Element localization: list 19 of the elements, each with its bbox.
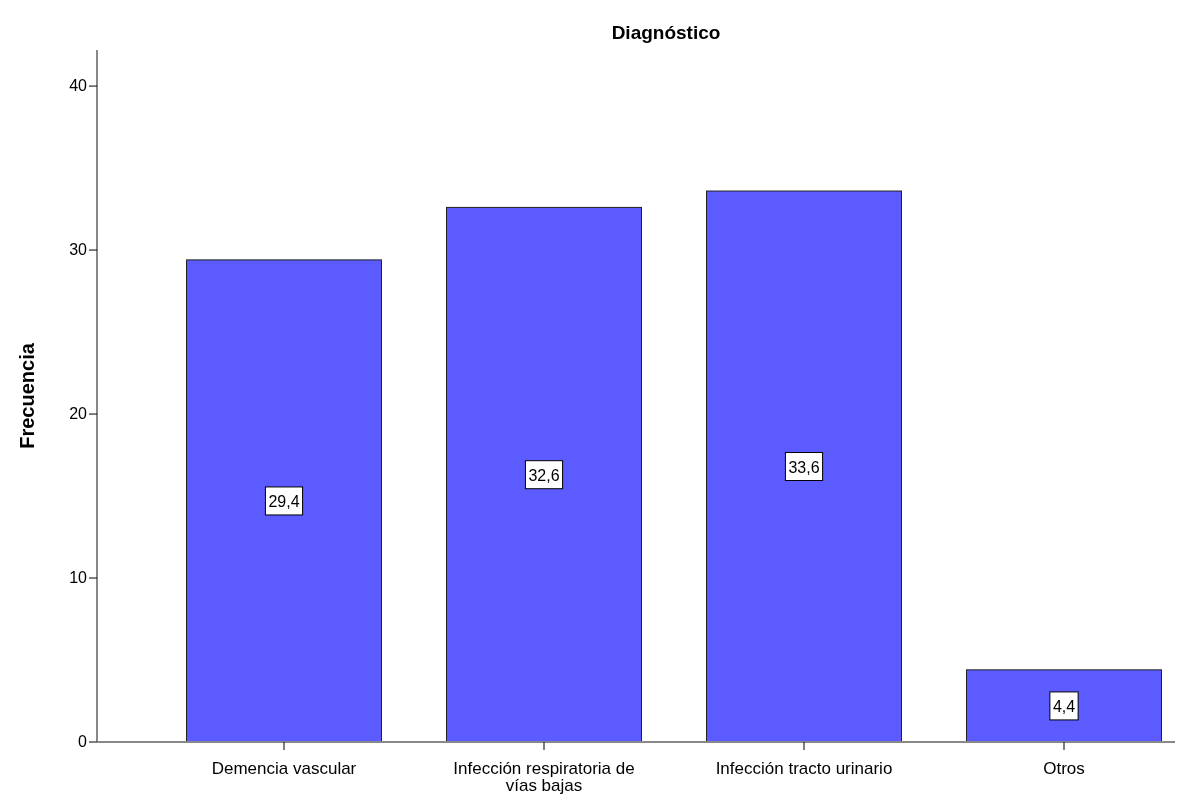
x-tick-label: Infección respiratoria de vías bajas xyxy=(453,759,635,795)
y-tick-label: 0 xyxy=(78,733,88,750)
bar xyxy=(186,259,382,743)
data-label: 29,4 xyxy=(268,492,300,510)
data-label: 32,6 xyxy=(528,466,560,484)
y-tick-label: 40 xyxy=(69,77,88,95)
bar xyxy=(706,190,902,743)
x-tick-label: Demencia vascular xyxy=(211,759,357,778)
y-tick-label: 20 xyxy=(69,405,88,423)
x-tick-label: Infección tracto urinario xyxy=(715,759,893,778)
data-label: 4,4 xyxy=(1052,697,1076,715)
y-tick-label: 30 xyxy=(69,241,88,259)
data-label: 33,6 xyxy=(788,458,820,476)
x-tick-label: Otros xyxy=(1043,759,1085,778)
bar xyxy=(966,669,1162,743)
y-axis-title: Frecuencia xyxy=(16,342,38,449)
chart-title: Diagnóstico xyxy=(611,22,721,43)
y-tick-label: 10 xyxy=(69,569,88,587)
bar xyxy=(446,206,642,743)
